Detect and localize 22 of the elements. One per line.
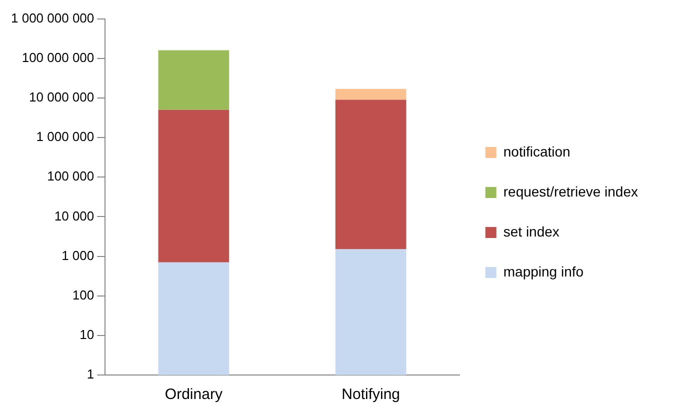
legend-label: notification xyxy=(503,143,570,160)
x-tick-label: Notifying xyxy=(342,386,400,404)
bar xyxy=(335,249,406,375)
y-tick-label: 10 000 xyxy=(54,208,94,224)
y-tick-label: 100 xyxy=(72,287,94,302)
bar xyxy=(335,100,406,250)
y-tick-label: 100 000 xyxy=(47,168,94,184)
y-tick-label: 1 000 000 000 xyxy=(10,10,94,26)
y-tick-label: 100 000 000 xyxy=(22,50,94,65)
legend-label: mapping info xyxy=(503,263,584,280)
y-tick-label: 1 000 xyxy=(62,248,94,263)
bar xyxy=(158,262,230,375)
y-tick-label: 1 xyxy=(86,366,94,382)
y-tick-label: 1 000 000 xyxy=(36,129,94,144)
y-tick-label: 10 000 000 xyxy=(29,90,94,105)
bar xyxy=(158,110,230,262)
bar xyxy=(335,88,406,100)
x-tick-label: Ordinary xyxy=(164,386,223,404)
legend-label: request/retrieve index xyxy=(503,183,638,200)
y-tick-label: 10 xyxy=(80,327,94,342)
bar xyxy=(158,50,230,110)
legend-label: set index xyxy=(503,223,560,240)
